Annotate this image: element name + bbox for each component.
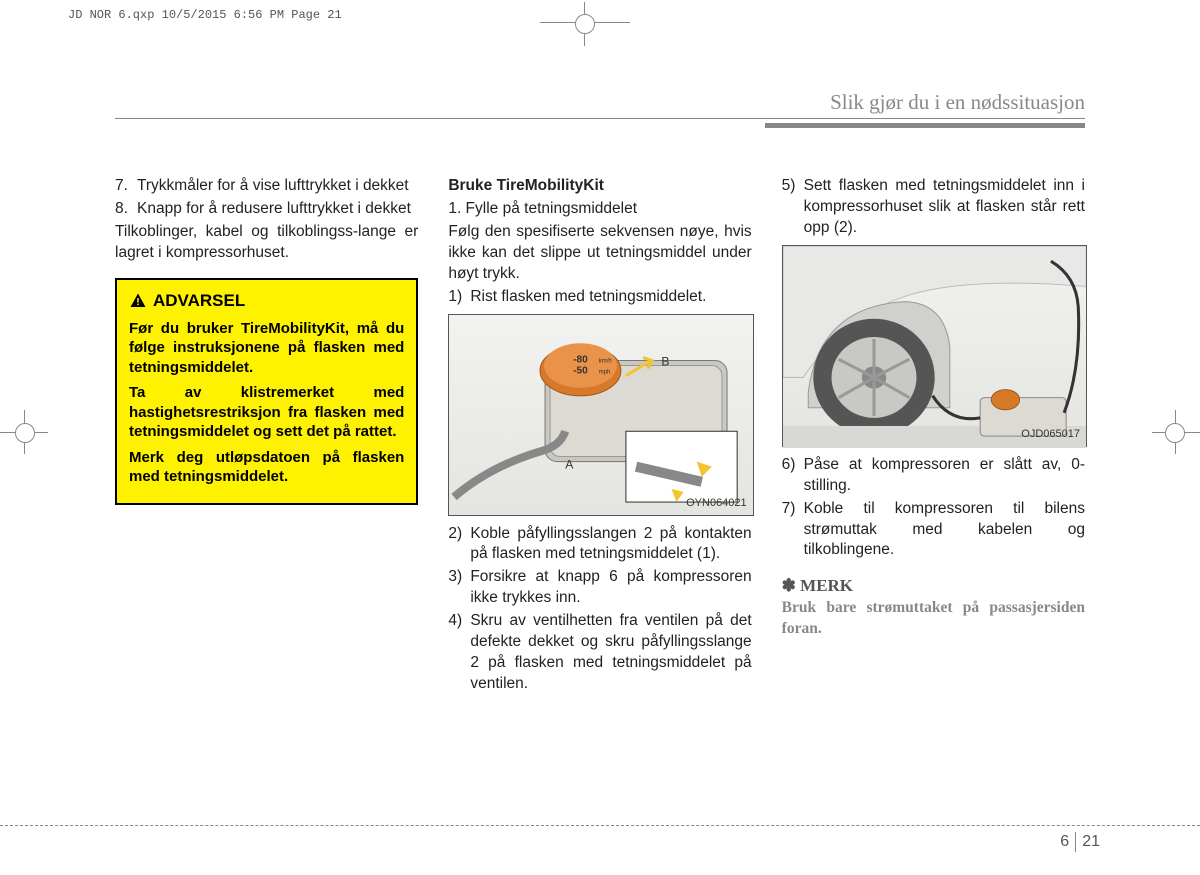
- figure-svg: [783, 246, 1086, 448]
- warning-title-text: ADVARSEL: [153, 290, 245, 313]
- chapter-underline: [765, 123, 1085, 128]
- list-text: Sett flasken med tetningsmiddelet inn i …: [804, 176, 1085, 239]
- page-content: Slik gjør du i en nødssituasjon 7. Trykk…: [115, 90, 1085, 697]
- list-text: Knapp for å redusere lufttrykket i dekke…: [137, 199, 418, 220]
- list-item: 7) Koble til kompressoren til bilens str…: [782, 499, 1085, 562]
- footer-rule: [0, 825, 1200, 826]
- column-1: 7. Trykkmåler for å vise lufttrykket i d…: [115, 176, 418, 697]
- separator: [1075, 832, 1076, 852]
- list-number: 6): [782, 455, 804, 497]
- svg-text:A: A: [566, 457, 575, 471]
- list-number: 5): [782, 176, 804, 239]
- warning-title: ADVARSEL: [129, 290, 404, 313]
- svg-text:-80: -80: [573, 354, 588, 365]
- note-body: Bruk bare strømuttaket på passasjersiden…: [782, 598, 1085, 640]
- svg-text:km/h: km/h: [599, 358, 612, 364]
- figure-car-tire: OJD065017: [782, 245, 1087, 447]
- list-number: 4): [448, 611, 470, 695]
- warning-para: Merk deg utløpsdatoen på flasken med tet…: [129, 448, 404, 487]
- list-text: Påse at kompressoren er slått av, 0-stil…: [804, 455, 1085, 497]
- section-heading: Bruke TireMobilityKit: [448, 176, 751, 197]
- list-number: 7): [782, 499, 804, 562]
- warning-icon: [129, 292, 147, 310]
- list-item: 4) Skru av ventilhetten fra ventilen på …: [448, 611, 751, 695]
- list-text: Trykkmåler for å vise lufttrykket i dekk…: [137, 176, 418, 197]
- column-3: 5) Sett flasken med tetningsmiddelet inn…: [782, 176, 1085, 697]
- section-number: 6: [1060, 833, 1069, 851]
- list-number: 7.: [115, 176, 137, 197]
- note-title: ✽ MERK: [782, 575, 1085, 598]
- figure-compressor: -80 km/h -50 mph A B: [448, 314, 753, 516]
- warning-para: Før du bruker TireMobilityKit, må du føl…: [129, 319, 404, 378]
- paragraph: Følg den spesifiserte sekvensen nøye, hv…: [448, 222, 751, 285]
- list-text: Koble påfyllingsslangen 2 på kontakten p…: [470, 524, 751, 566]
- crop-mark: [575, 14, 595, 34]
- figure-svg: -80 km/h -50 mph A B: [449, 315, 752, 517]
- warning-box: ADVARSEL Før du bruker TireMobilityKit, …: [115, 278, 418, 505]
- list-text: Forsikre at knapp 6 på kompressoren ikke…: [470, 567, 751, 609]
- list-item: 8. Knapp for å redusere lufttrykket i de…: [115, 199, 418, 220]
- figure-label: OJD065017: [1021, 427, 1080, 442]
- svg-text:-50: -50: [573, 365, 588, 376]
- column-2: Bruke TireMobilityKit 1. Fylle på tetnin…: [448, 176, 751, 697]
- list-number: 2): [448, 524, 470, 566]
- list-number: 8.: [115, 199, 137, 220]
- page-number: 6 21: [1060, 832, 1100, 852]
- warning-para: Ta av klistremerket med hastighetsrestri…: [129, 383, 404, 442]
- section-sub: 1. Fylle på tetningsmiddelet: [448, 199, 751, 220]
- list-item: 5) Sett flasken med tetningsmiddelet inn…: [782, 176, 1085, 239]
- list-number: 3): [448, 567, 470, 609]
- warning-body: Før du bruker TireMobilityKit, må du føl…: [129, 319, 404, 487]
- list-item: 1) Rist flasken med tetningsmiddelet.: [448, 287, 751, 308]
- list-text: Skru av ventilhetten fra ventilen på det…: [470, 611, 751, 695]
- list-item: 6) Påse at kompressoren er slått av, 0-s…: [782, 455, 1085, 497]
- list-item: 7. Trykkmåler for å vise lufttrykket i d…: [115, 176, 418, 197]
- page-number-value: 21: [1082, 833, 1100, 851]
- list-text: Koble til kompressoren til bilens strømu…: [804, 499, 1085, 562]
- paragraph: Tilkoblinger, kabel og tilkoblingss‑lang…: [115, 222, 418, 264]
- list-number: 1): [448, 287, 470, 308]
- crop-mark: [15, 423, 35, 443]
- list-item: 3) Forsikre at knapp 6 på kompressoren i…: [448, 567, 751, 609]
- file-info: JD NOR 6.qxp 10/5/2015 6:56 PM Page 21: [68, 8, 342, 22]
- crop-mark: [1165, 423, 1185, 443]
- svg-text:mph: mph: [599, 369, 611, 375]
- svg-text:B: B: [662, 354, 670, 368]
- chapter-title: Slik gjør du i en nødssituasjon: [115, 90, 1085, 119]
- figure-label: OYN064021: [686, 496, 747, 511]
- list-text: Rist flasken med tetningsmiddelet.: [470, 287, 751, 308]
- list-item: 2) Koble påfyllingsslangen 2 på kontakte…: [448, 524, 751, 566]
